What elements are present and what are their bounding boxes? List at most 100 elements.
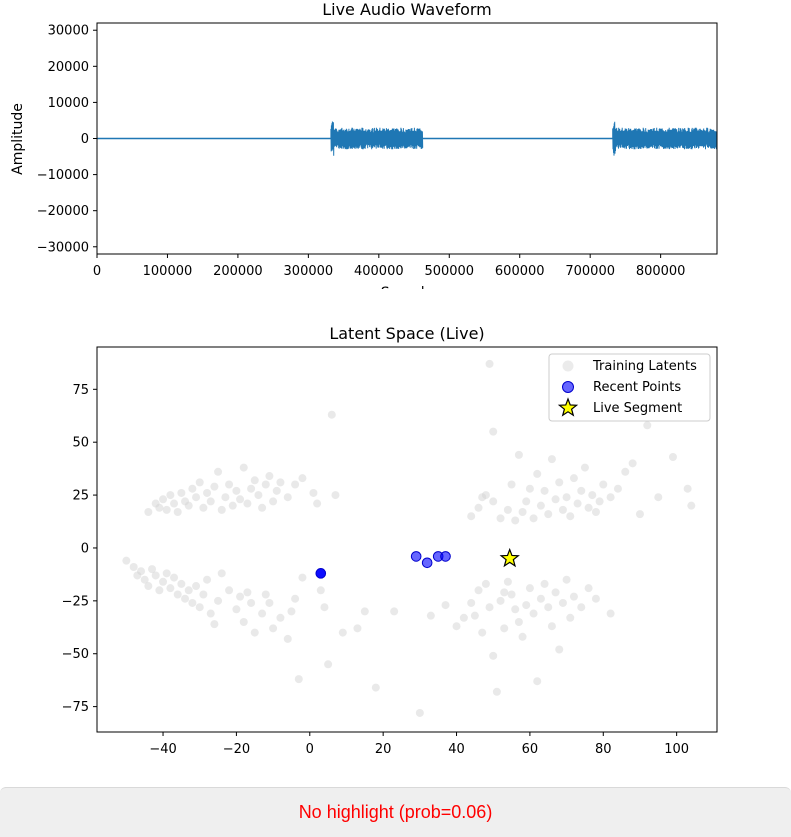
training-latent-point <box>544 603 553 612</box>
training-latent-point <box>584 503 593 512</box>
training-latent-point <box>203 488 212 497</box>
training-latent-point <box>683 484 692 493</box>
training-latent-point <box>338 628 347 637</box>
training-latent-point <box>566 512 575 521</box>
training-latent-point <box>184 586 193 595</box>
training-latent-point <box>298 573 307 582</box>
training-latent-point <box>140 575 149 584</box>
waveform-x-tick-label: 300000 <box>284 264 334 279</box>
legend-label-live: Live Segment <box>593 401 682 416</box>
training-latent-point <box>331 491 340 500</box>
training-latent-point <box>320 603 329 612</box>
legend-marker-training <box>562 360 574 372</box>
training-latent-point <box>569 474 578 483</box>
training-latent-point <box>250 476 259 485</box>
training-latent-point <box>210 482 219 491</box>
training-latent-point <box>540 486 549 495</box>
waveform-plot <box>97 121 718 156</box>
training-latent-point <box>291 594 300 603</box>
training-latent-point <box>467 512 476 521</box>
training-latent-point <box>558 598 567 607</box>
training-latent-point <box>283 634 292 643</box>
training-latent-point <box>485 603 494 612</box>
training-latent-point <box>221 493 230 502</box>
training-latent-point <box>199 503 208 512</box>
training-latent-point <box>232 605 241 614</box>
training-latent-point <box>489 427 498 436</box>
training-latent-point <box>243 499 252 508</box>
training-latent-point <box>309 488 318 497</box>
waveform-x-ticks: 0 100000 200000 300000 400000 500000 600000 700… <box>93 254 686 279</box>
training-latent-point <box>283 493 292 502</box>
training-latent-point <box>485 359 494 368</box>
scatter-y-tick-label: −75 <box>62 700 89 715</box>
training-latent-point <box>173 508 182 516</box>
training-latent-point <box>562 493 571 502</box>
training-latent-point <box>324 660 333 669</box>
scatter-y-tick-label: 75 <box>72 383 89 398</box>
training-latent-point <box>294 675 303 684</box>
training-latent-point <box>426 611 435 620</box>
waveform-x-tick-label: 800000 <box>636 264 686 279</box>
training-latent-point <box>217 505 226 514</box>
waveform-x-tick-label: 0 <box>93 264 101 279</box>
training-latent-point <box>544 510 553 519</box>
training-latent-point <box>668 453 677 461</box>
training-latent-point <box>272 486 281 495</box>
training-latent-point <box>261 480 270 489</box>
training-latent-point <box>687 501 696 510</box>
latent-scatter-chart: Latent Space (Live) 75 50 25 0 −25 −50 −75 −40… <box>62 324 718 757</box>
training-latent-point <box>151 571 160 580</box>
training-latent-point <box>276 478 285 487</box>
recent-point <box>315 568 327 579</box>
training-latent-point <box>184 501 193 510</box>
training-latent-point <box>551 495 560 504</box>
legend-marker-live <box>557 397 579 417</box>
training-latent-point <box>360 607 369 616</box>
training-latent-point <box>390 607 399 616</box>
training-latent-point <box>327 410 336 419</box>
scatter-y-tick-label: −25 <box>62 594 89 609</box>
training-latent-point <box>181 594 190 603</box>
training-latent-point <box>166 491 175 500</box>
legend-label-recent: Recent Points <box>593 380 681 395</box>
training-latent-point <box>555 645 564 654</box>
training-latent-point <box>511 516 520 525</box>
training-latent-point <box>232 486 241 495</box>
status-bar: No highlight (prob=0.06) <box>0 787 791 837</box>
training-latent-point <box>566 613 575 622</box>
live-segment-star <box>499 547 520 568</box>
training-latent-point <box>261 590 270 599</box>
training-latent-point <box>635 510 644 519</box>
training-latent-point <box>291 480 300 489</box>
training-latent-point <box>188 598 197 607</box>
training-latent-point <box>591 594 600 603</box>
training-latent-point <box>144 508 153 516</box>
training-latent-point <box>478 493 487 502</box>
waveform-y-tick-label: 10000 <box>48 96 89 111</box>
training-latent-point <box>529 609 538 618</box>
training-latent-point <box>452 622 461 631</box>
training-latent-point <box>518 632 527 641</box>
training-latent-point <box>214 467 223 476</box>
training-latent-point <box>558 505 567 514</box>
training-latent-point <box>206 497 215 506</box>
training-latent-point <box>162 505 171 514</box>
training-latent-point <box>287 607 296 616</box>
scatter-y-tick-label: 25 <box>72 489 89 504</box>
legend-label-training: Training Latents <box>592 359 697 374</box>
training-latent-point <box>588 491 597 500</box>
training-latent-point <box>514 618 523 626</box>
training-latent-point <box>525 584 534 593</box>
waveform-xlabel-clip: Sample <box>381 285 434 289</box>
training-latent-point <box>170 573 179 582</box>
scatter-x-tick-label: 100 <box>664 742 689 757</box>
training-latent-point <box>199 590 208 599</box>
training-latent-point <box>254 491 263 500</box>
training-latent-point <box>569 592 578 601</box>
training-latent-point <box>577 603 586 612</box>
training-latent-point <box>265 598 274 607</box>
training-latent-point <box>159 577 168 586</box>
training-latent-point <box>258 609 267 618</box>
training-latent-point <box>203 575 212 584</box>
